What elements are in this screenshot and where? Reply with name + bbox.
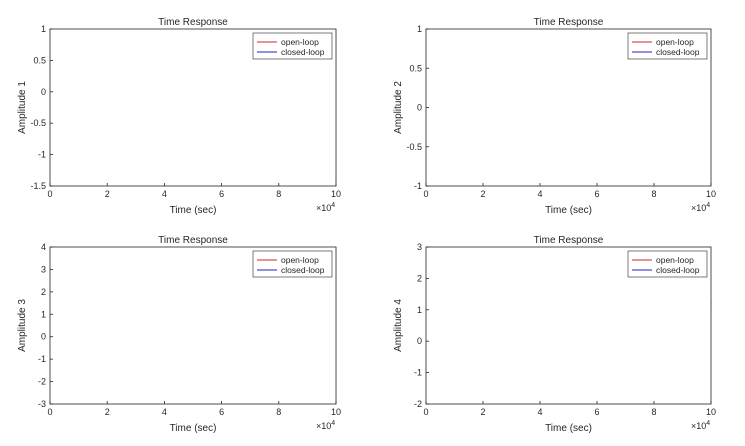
x-tick-label: 6 [594,407,599,417]
y-axis-label: Amplitude 3 [17,299,28,352]
x-tick-label: 2 [480,189,485,199]
x-axis-exponent: ×104 [316,202,335,213]
legend-label: closed-loop [281,265,325,275]
y-tick-label: 0.5 [33,55,46,65]
chart-title: Time Response [158,17,228,28]
x-tick-label: 4 [162,407,167,417]
x-multiplier: ×10 [691,203,706,213]
y-tick-label: 2 [41,287,46,297]
chart-title: Time Response [534,17,604,28]
y-tick-label: 2 [417,273,422,283]
x-tick-label: 8 [651,189,656,199]
x-tick-label: 8 [276,407,281,417]
legend-box [252,32,333,60]
x-axis-exponent: ×104 [316,420,335,431]
y-tick-label: 1 [417,305,422,315]
x-tick-label: 10 [331,189,341,199]
y-tick-label: -1 [38,150,46,160]
x-axis-label: Time (sec) [170,423,217,434]
y-tick-label: -1 [414,181,422,191]
x-multiplier: ×10 [316,421,331,431]
y-tick-label: -2 [414,399,422,409]
x-exponent: 4 [706,202,710,209]
x-tick-label: 2 [480,407,485,417]
legend-box [627,250,708,278]
legend-label: open-loop [281,37,319,47]
x-tick-label: 4 [537,407,542,417]
legend-label: open-loop [656,37,694,47]
x-axis-label: Time (sec) [170,205,217,216]
x-tick-label: 0 [47,407,52,417]
y-tick-label: -1 [38,354,46,364]
y-tick-label: 4 [41,242,46,252]
x-tick-label: 0 [423,407,428,417]
chart-panel-3: 0 2 4 6 8 10 -3 -2 -1 0 1 2 3 4 Time Response Time (sec… [17,235,341,434]
y-tick-label: 3 [41,264,46,274]
legend-box [252,250,333,278]
legend-label: closed-loop [656,47,700,57]
y-tick-label: 0 [41,87,46,97]
x-tick-label: 0 [47,189,52,199]
y-axis-label: Amplitude 1 [17,81,28,134]
y-tick-label: 1 [417,24,422,34]
x-tick-label: 6 [594,189,599,199]
y-tick-label: -3 [38,399,46,409]
legend-label: open-loop [281,255,319,265]
legend-label: closed-loop [656,265,700,275]
y-axis-label: Amplitude 4 [393,299,404,352]
x-exponent: 4 [331,420,335,427]
x-tick-label: 2 [105,189,110,199]
chart-panel-4: 0 2 4 6 8 10 -2 -1 0 1 2 3 Time Response Time (sec) Am… [393,235,716,434]
chart-title: Time Response [534,235,604,246]
x-tick-label: 2 [105,407,110,417]
y-tick-label: 0 [41,332,46,342]
x-multiplier: ×10 [691,421,706,431]
y-tick-label: 0.5 [409,63,422,73]
x-tick-label: 10 [706,407,716,417]
y-tick-label: 1 [41,24,46,34]
x-axis-exponent: ×104 [691,420,710,431]
x-tick-label: 8 [651,407,656,417]
legend-label: closed-loop [281,47,325,57]
x-exponent: 4 [706,420,710,427]
x-tick-label: 10 [706,189,716,199]
chart-title: Time Response [158,235,228,246]
y-tick-label: 0 [417,336,422,346]
y-tick-label: -0.5 [406,142,422,152]
x-tick-label: 6 [219,189,224,199]
x-tick-label: 0 [423,189,428,199]
y-tick-label: -0.5 [30,118,46,128]
x-tick-label: 6 [219,407,224,417]
y-tick-label: 1 [41,309,46,319]
y-axis-label: Amplitude 2 [393,81,404,134]
x-tick-label: 10 [331,407,341,417]
x-axis-label: Time (sec) [545,205,592,216]
x-axis-exponent: ×104 [691,202,710,213]
x-tick-label: 4 [537,189,542,199]
y-tick-label: -2 [38,377,46,387]
y-tick-label: 3 [417,242,422,252]
x-tick-label: 8 [276,189,281,199]
legend-box [627,32,708,60]
x-exponent: 4 [331,202,335,209]
y-tick-label: -1.5 [30,181,46,191]
legend-label: open-loop [656,255,694,265]
y-tick-label: -1 [414,368,422,378]
chart-panel-2: 0 2 4 6 8 10 -1 -0.5 0 0.5 1 Time Response Time (sec… [393,17,716,216]
y-tick-label: 0 [417,103,422,113]
x-axis-label: Time (sec) [545,423,592,434]
chart-panel-1: 0 2 4 6 8 10 -1.5 -1 -0.5 0 0.5 1 Time Response Time … [17,17,341,216]
x-tick-label: 4 [162,189,167,199]
x-multiplier: ×10 [316,203,331,213]
